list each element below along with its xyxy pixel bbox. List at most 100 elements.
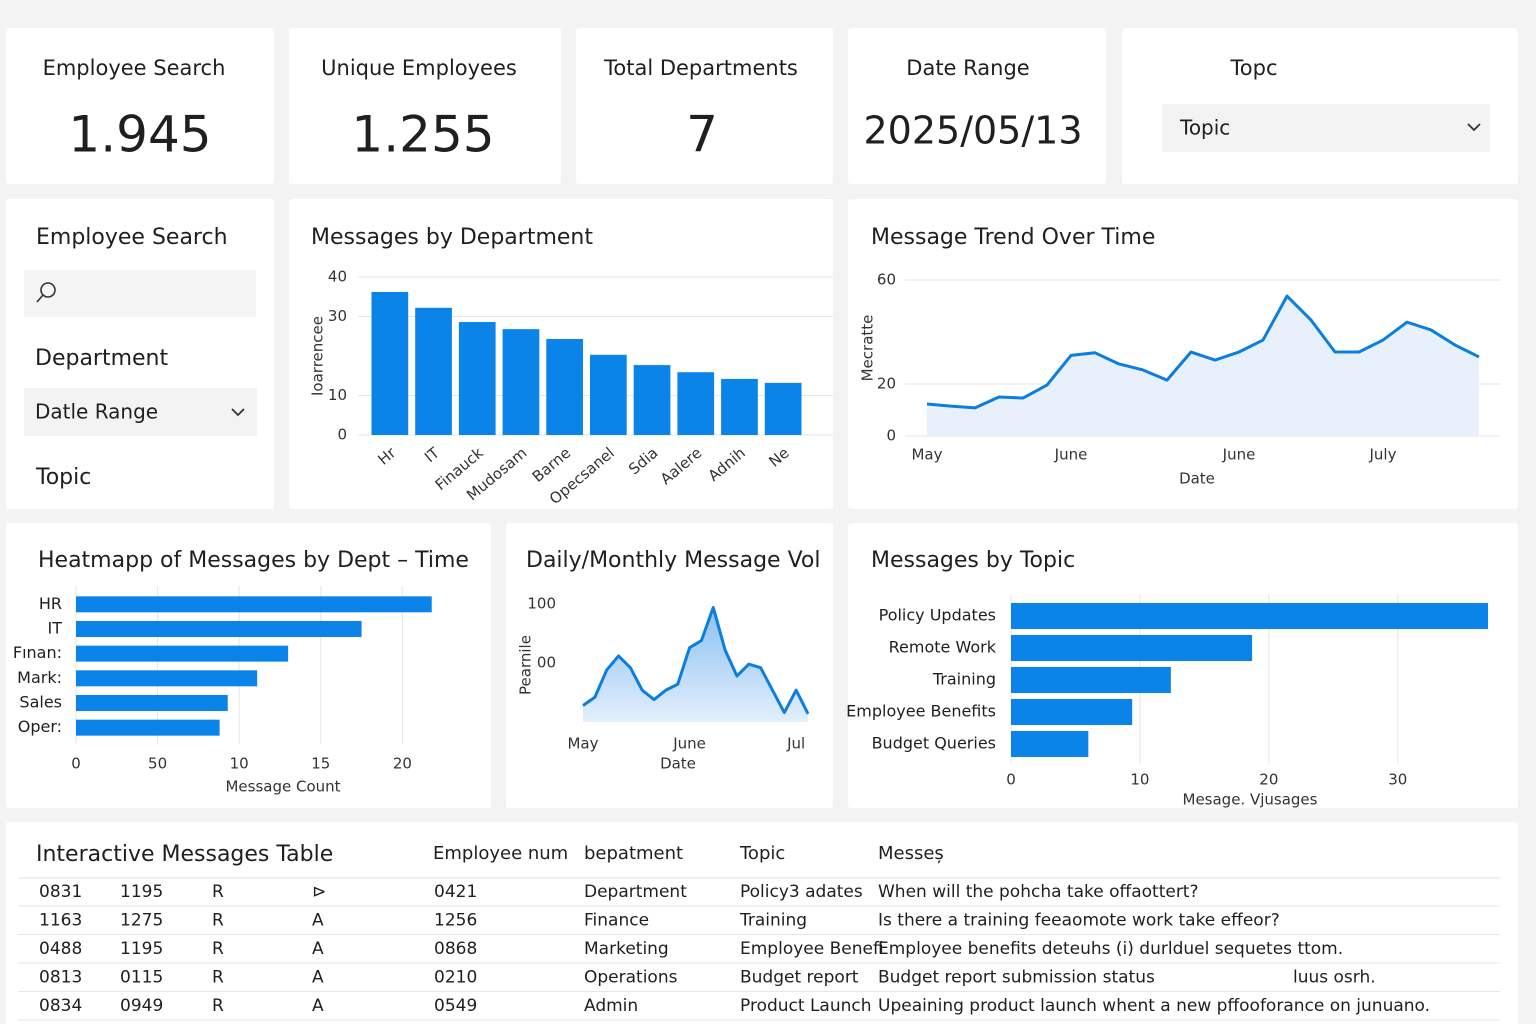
department-dropdown[interactable]: Datle Range: [24, 388, 257, 436]
table-cell: A: [312, 968, 324, 988]
kpi-card: [289, 28, 561, 184]
filter-label: Topic: [35, 465, 91, 490]
x-tick-label: 20: [393, 755, 412, 773]
y-axis-label: Mecratte: [859, 315, 877, 382]
x-axis-label: Mesage. Vjusages: [1183, 791, 1318, 809]
bar: [502, 329, 540, 435]
bar: [546, 339, 584, 435]
kpi-value: 1.945: [68, 106, 211, 164]
kpi-label: Date Range: [906, 56, 1029, 80]
y-tick-label: HR: [39, 594, 62, 613]
chart-card: [6, 523, 491, 808]
table-cell: Finance: [584, 911, 649, 931]
kpi-label: Employee Search: [43, 56, 226, 80]
table-cell: Employee Benefi: [740, 939, 884, 959]
bar: [589, 354, 627, 435]
table-cell: Admin: [584, 996, 638, 1016]
table-cell: ⊳: [312, 882, 326, 902]
table-header: bepatment: [584, 843, 683, 864]
x-tick-label: 10: [230, 755, 249, 773]
table-cell: R: [212, 911, 224, 931]
table-cell: R: [212, 882, 224, 902]
bar: [371, 292, 409, 435]
search-input[interactable]: [24, 270, 256, 317]
y-tick-label: 0: [886, 427, 896, 445]
x-tick-label: June: [1222, 446, 1256, 464]
y-tick-label: Sales: [19, 693, 62, 712]
y-tick-label: 60: [877, 271, 896, 289]
table-cell: 0115: [120, 968, 163, 988]
table-cell: 0813: [39, 968, 82, 988]
bar: [1011, 667, 1171, 693]
dropdown-box[interactable]: [1162, 104, 1490, 152]
x-tick-label: June: [1054, 446, 1088, 464]
table-header: Topic: [739, 843, 785, 864]
table-cell: 0868: [434, 939, 477, 959]
table-cell: Marketing: [584, 939, 669, 959]
table-cell: luus osrh.: [1293, 968, 1376, 988]
table-cell: Policy3 adates: [740, 882, 863, 902]
table-cell: Operations: [584, 968, 678, 988]
kpi-value: 1.255: [351, 106, 494, 164]
chart-card: [506, 523, 833, 808]
topic-dropdown[interactable]: Topic: [1162, 104, 1490, 152]
table-header: Messeș: [878, 843, 944, 864]
bar: [76, 645, 289, 662]
table-cell: Training: [739, 911, 807, 931]
table-cell: 0549: [434, 996, 477, 1016]
y-tick-label: Fınan:: [13, 643, 62, 662]
search-icon[interactable]: [40, 282, 56, 298]
search-icon[interactable]: [36, 294, 44, 303]
chart-title: Heatmapp of Messages by Dept – Time: [38, 548, 469, 573]
bar: [1011, 635, 1253, 661]
y-tick-label: IT: [48, 619, 63, 638]
dropdown-text[interactable]: Datle Range: [35, 400, 158, 424]
dropdown-text[interactable]: Topic: [1179, 116, 1230, 140]
table-cell: Budget report: [740, 968, 859, 988]
x-axis-label: Message Count: [225, 778, 340, 796]
table-cell: 1275: [120, 911, 163, 931]
kpi-label: Unique Employees: [321, 56, 517, 80]
x-tick-label: 0: [71, 755, 81, 773]
table-cell: Department: [584, 882, 687, 902]
table-cell: 0488: [39, 939, 82, 959]
y-tick-label: 00: [537, 654, 556, 672]
y-tick-label: Oper:: [18, 717, 62, 736]
bar: [1011, 699, 1133, 725]
table-cell: 1195: [120, 939, 163, 959]
kpi-value: 7: [686, 106, 718, 164]
chevron[interactable]: [1467, 123, 1481, 132]
x-tick-label: 30: [1388, 771, 1407, 789]
table-header: Employee num: [433, 843, 568, 864]
table-cell: Product Launch: [740, 996, 872, 1016]
y-tick-label: Remote Work: [889, 638, 997, 657]
table-cell: 0421: [434, 882, 477, 902]
y-tick-label: 100: [527, 595, 556, 613]
y-axis-label: Pearnile: [517, 635, 535, 695]
y-tick-label: Training: [932, 670, 996, 689]
filter-title: Employee Search: [36, 225, 228, 250]
chevron[interactable]: [231, 408, 245, 417]
y-tick-label: 40: [328, 268, 347, 286]
y-tick-label: 10: [328, 386, 347, 404]
table-cell: When will the pohcha take offaottert?: [878, 882, 1199, 902]
y-tick-label: 20: [877, 375, 896, 393]
search-box[interactable]: [24, 270, 256, 317]
bar: [458, 322, 496, 435]
table-cell: R: [212, 939, 224, 959]
table-cell: A: [312, 996, 324, 1016]
bar: [721, 378, 758, 435]
bar: [76, 621, 362, 637]
bar: [76, 695, 228, 711]
x-tick-label: July: [1369, 446, 1397, 464]
table-title: Interactive Messages Table: [36, 842, 333, 867]
table-cell: A: [312, 911, 324, 931]
x-tick-label: 0: [1006, 771, 1016, 789]
kpi-label: Total Departments: [603, 56, 798, 80]
y-tick-label: Budget Queries: [872, 734, 996, 753]
table-cell: 1256: [434, 911, 477, 931]
dropdown-box[interactable]: [24, 388, 257, 436]
topic-label: Topc: [1230, 56, 1278, 80]
